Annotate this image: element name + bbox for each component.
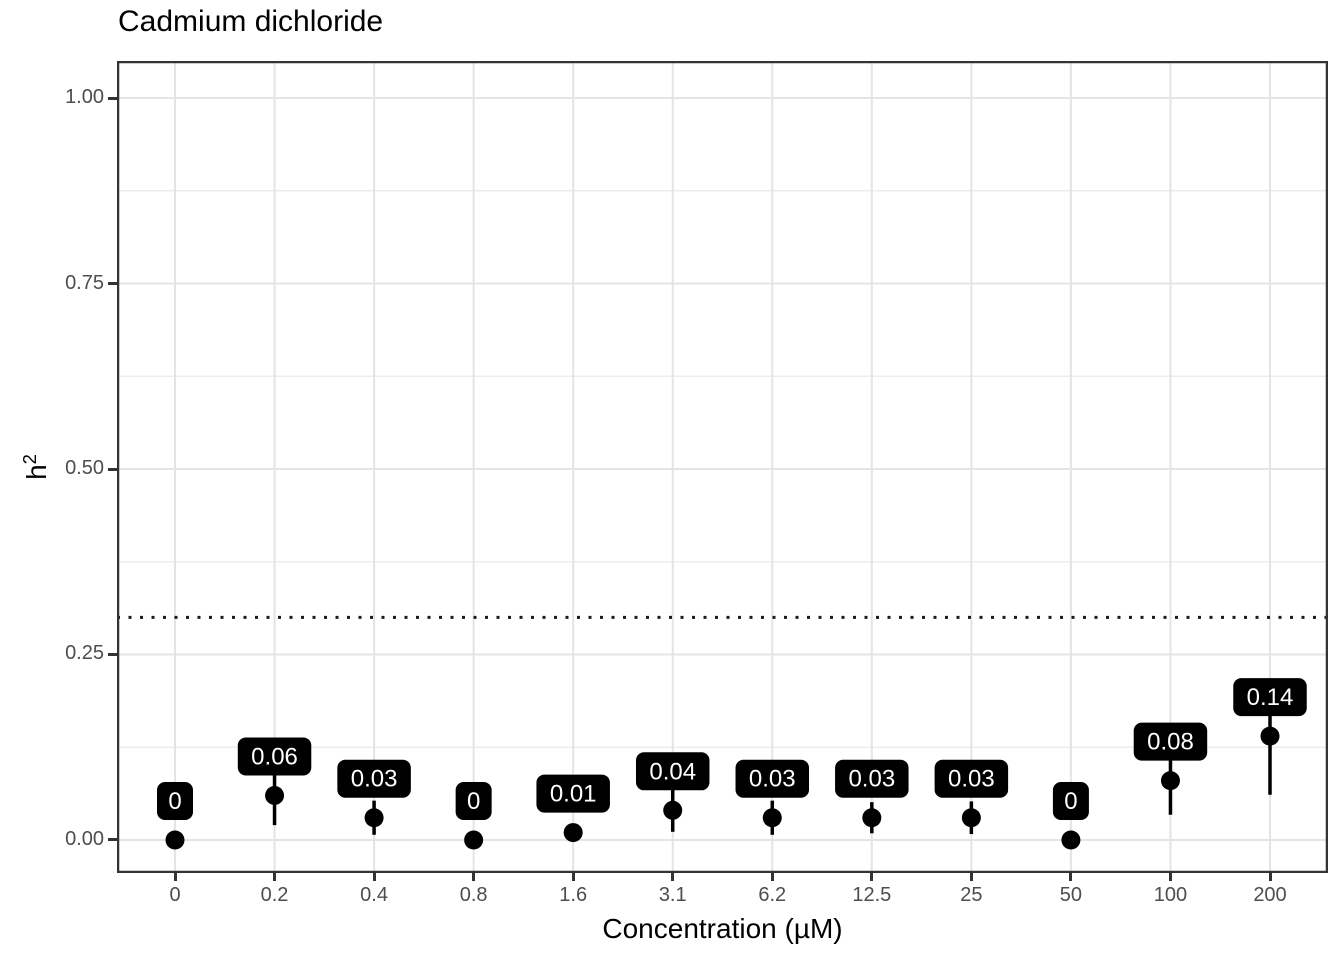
y-tick-label: 0.75 (65, 271, 104, 294)
y-tick-mark (108, 652, 117, 656)
x-tick-label: 0.4 (360, 884, 388, 906)
point-label-box (1052, 781, 1089, 820)
point-label-box (157, 781, 193, 820)
x-tick-label: 3.1 (658, 884, 687, 906)
y-tick-label: 0.50 (65, 457, 104, 479)
x-tick-mark (1168, 873, 1172, 881)
data-point (762, 808, 782, 828)
point-label-box (1233, 678, 1307, 717)
x-tick-mark (1069, 873, 1073, 881)
panel-border (117, 61, 1328, 873)
point-label-box (934, 759, 1009, 798)
y-tick-mark (108, 467, 117, 471)
point-label-box (1133, 722, 1208, 761)
x-tick-label: 0.8 (459, 884, 488, 906)
point-label-text: 0.06 (251, 743, 298, 770)
data-point (364, 808, 384, 828)
x-tick-mark (1268, 873, 1272, 881)
point-label-box (536, 774, 610, 813)
point-label-box (635, 752, 710, 791)
x-tick-mark (571, 873, 575, 881)
x-tick-mark (870, 873, 874, 881)
data-point (862, 808, 882, 828)
x-tick-label: 12.5 (852, 884, 892, 906)
data-point (563, 823, 583, 843)
x-tick-mark (671, 873, 675, 881)
x-tick-label: 25 (960, 884, 983, 906)
point-label-text: 0.08 (1147, 729, 1194, 756)
point-label-text: 0.03 (948, 766, 995, 793)
point-label-text: 0.03 (848, 766, 895, 793)
point-label-text: 0.14 (1247, 684, 1294, 711)
x-tick-mark (770, 873, 774, 881)
point-label-text: 0.01 (550, 781, 597, 808)
point-label-text: 0 (467, 788, 480, 815)
x-tick-label: 6.2 (758, 884, 787, 906)
point-label-text: 0.03 (351, 766, 398, 793)
data-point (1061, 830, 1081, 850)
x-tick-label: 0.2 (260, 884, 289, 906)
data-point (265, 785, 285, 805)
data-point (1260, 726, 1280, 746)
x-tick-label: 50 (1059, 884, 1083, 906)
x-axis-title: Concentration (µM) (602, 913, 843, 944)
y-tick-label: 0.25 (65, 642, 104, 665)
x-tick-mark (273, 873, 277, 881)
x-tick-mark (173, 873, 177, 881)
data-point (165, 830, 185, 850)
y-tick-mark (108, 96, 117, 100)
plot-panel: 0 0.06 0.03 0 0.01 0.04 0.03 0.03 0.03 0 0.08 0.14 (117, 61, 1328, 873)
data-point (1160, 771, 1180, 791)
point-label-box (337, 759, 411, 798)
point-label-text: 0 (1064, 788, 1077, 815)
point-label-text: 0.03 (749, 766, 796, 793)
plot-canvas: 0 0.06 0.03 0 0.01 0.04 0.03 0.03 0.03 0 0.08 0.14 (117, 61, 1328, 873)
x-tick-label: 0 (169, 884, 181, 906)
x-tick-label: 200 (1253, 884, 1287, 906)
y-tick-label: 0.00 (65, 827, 104, 850)
y-axis-title-exponent: 2 (18, 454, 40, 465)
y-tick-mark (108, 838, 117, 842)
data-point (464, 830, 484, 850)
data-point (663, 800, 683, 820)
point-label-box (835, 759, 909, 798)
plot-title: Cadmium dichloride (118, 5, 384, 38)
point-label-box (237, 737, 312, 776)
x-tick-mark (372, 873, 376, 881)
point-label-text: 0.04 (649, 758, 696, 785)
x-tick-mark (472, 873, 476, 881)
point-label-box (455, 781, 492, 820)
data-point (961, 808, 981, 828)
point-label-box (735, 759, 810, 798)
x-tick-label: 100 (1153, 884, 1188, 906)
x-tick-mark (969, 873, 973, 881)
y-tick-label: 1.00 (65, 86, 104, 109)
x-tick-label: 1.6 (559, 884, 588, 906)
point-label-text: 0 (168, 788, 181, 815)
y-tick-mark (108, 282, 117, 285)
